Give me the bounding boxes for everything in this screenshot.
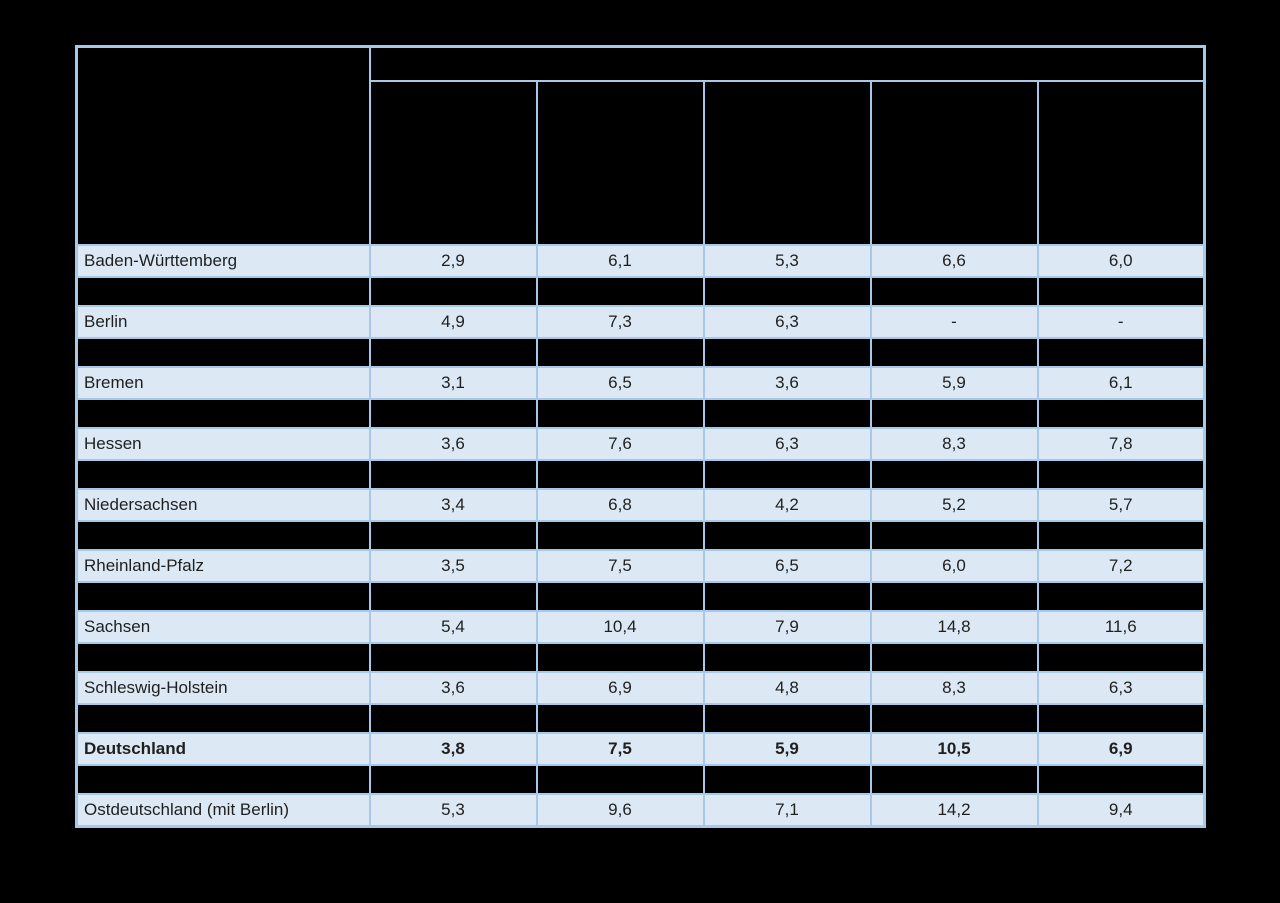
table-row-hessen: Hessen 3,6 7,6 6,3 8,3 7,8 xyxy=(75,427,1206,461)
value-cell: 14,8 xyxy=(869,610,1039,644)
table-row-niedersachsen: Niedersachsen 3,4 6,8 4,2 5,2 5,7 xyxy=(75,488,1206,522)
header-corner-cell xyxy=(75,45,371,246)
value-cell: 6,3 xyxy=(1036,671,1206,705)
value-cell: 3,1 xyxy=(368,366,538,400)
value-cell: 3,6 xyxy=(368,671,538,705)
row-label: Ostdeutschland (mit Berlin) xyxy=(75,793,371,828)
value-cell: 2,9 xyxy=(368,244,538,278)
value-cell: 7,5 xyxy=(535,549,705,583)
value-cell: 6,5 xyxy=(702,549,872,583)
value-cell: 7,6 xyxy=(535,427,705,461)
value-cell: 6,1 xyxy=(535,244,705,278)
value-cell: 3,6 xyxy=(702,366,872,400)
value-cell: 6,9 xyxy=(1036,732,1206,766)
separator-row xyxy=(75,337,1206,368)
value-cell: 4,2 xyxy=(702,488,872,522)
row-label: Berlin xyxy=(75,305,371,339)
row-label: Baden-Württemberg xyxy=(75,244,371,278)
value-cell: 3,6 xyxy=(368,427,538,461)
value-cell: 8,3 xyxy=(869,427,1039,461)
table-row-rheinland-pfalz: Rheinland-Pfalz 3,5 7,5 6,5 6,0 7,2 xyxy=(75,549,1206,583)
value-cell: 5,9 xyxy=(869,366,1039,400)
value-cell: 3,4 xyxy=(368,488,538,522)
value-cell: 7,8 xyxy=(1036,427,1206,461)
table-row-sachsen: Sachsen 5,4 10,4 7,9 14,8 11,6 xyxy=(75,610,1206,644)
value-cell: 7,1 xyxy=(702,793,872,828)
value-cell: 5,9 xyxy=(702,732,872,766)
row-label: Sachsen xyxy=(75,610,371,644)
separator-row xyxy=(75,459,1206,490)
value-cell: 6,5 xyxy=(535,366,705,400)
header-row-columns xyxy=(77,80,1206,246)
value-cell: 6,1 xyxy=(1036,366,1206,400)
row-label: Hessen xyxy=(75,427,371,461)
table-row-bremen: Bremen 3,1 6,5 3,6 5,9 6,1 xyxy=(75,366,1206,400)
value-cell: 5,4 xyxy=(368,610,538,644)
header-group-cell xyxy=(368,45,1206,82)
value-cell: 10,5 xyxy=(869,732,1039,766)
value-cell: 3,5 xyxy=(368,549,538,583)
column-header-cell xyxy=(535,80,705,246)
value-cell: 6,3 xyxy=(702,427,872,461)
value-cell: 8,3 xyxy=(869,671,1039,705)
separator-row xyxy=(75,276,1206,307)
data-table: Baden-Württemberg 2,9 6,1 5,3 6,6 6,0 Be… xyxy=(75,45,1206,828)
value-cell: 9,6 xyxy=(535,793,705,828)
value-cell: 14,2 xyxy=(869,793,1039,828)
value-cell: - xyxy=(869,305,1039,339)
value-cell: 11,6 xyxy=(1036,610,1206,644)
separator-row xyxy=(75,581,1206,612)
value-cell: 10,4 xyxy=(535,610,705,644)
column-header-cell xyxy=(869,80,1039,246)
value-cell: 4,9 xyxy=(368,305,538,339)
value-cell: 9,4 xyxy=(1036,793,1206,828)
column-header-cell xyxy=(368,80,538,246)
value-cell: 5,3 xyxy=(368,793,538,828)
value-cell: 5,3 xyxy=(702,244,872,278)
separator-row xyxy=(75,520,1206,551)
value-cell: 6,6 xyxy=(869,244,1039,278)
table-row-berlin: Berlin 4,9 7,3 6,3 - - xyxy=(75,305,1206,339)
table-row-ostdeutschland: Ostdeutschland (mit Berlin) 5,3 9,6 7,1 … xyxy=(75,793,1206,828)
value-cell: 7,2 xyxy=(1036,549,1206,583)
value-cell: 4,8 xyxy=(702,671,872,705)
separator-row xyxy=(75,398,1206,429)
column-header-cell xyxy=(702,80,872,246)
value-cell: 6,0 xyxy=(1036,244,1206,278)
table-row-schleswig-holstein: Schleswig-Holstein 3,6 6,9 4,8 8,3 6,3 xyxy=(75,671,1206,705)
value-cell: 5,2 xyxy=(869,488,1039,522)
value-cell: 7,9 xyxy=(702,610,872,644)
value-cell: 7,3 xyxy=(535,305,705,339)
value-cell: 6,0 xyxy=(869,549,1039,583)
value-cell: 6,3 xyxy=(702,305,872,339)
value-cell: 6,8 xyxy=(535,488,705,522)
header-row-group xyxy=(75,45,1206,246)
separator-row xyxy=(75,703,1206,734)
value-cell: 7,5 xyxy=(535,732,705,766)
value-cell: 6,9 xyxy=(535,671,705,705)
table-row-baden-wuerttemberg: Baden-Württemberg 2,9 6,1 5,3 6,6 6,0 xyxy=(75,244,1206,278)
table-row-deutschland: Deutschland 3,8 7,5 5,9 10,5 6,9 xyxy=(75,732,1206,766)
row-label: Deutschland xyxy=(75,732,371,766)
row-label: Schleswig-Holstein xyxy=(75,671,371,705)
separator-row xyxy=(75,642,1206,673)
row-label: Rheinland-Pfalz xyxy=(75,549,371,583)
column-header-cell xyxy=(1036,80,1206,246)
value-cell: 5,7 xyxy=(1036,488,1206,522)
row-label: Bremen xyxy=(75,366,371,400)
row-label: Niedersachsen xyxy=(75,488,371,522)
value-cell: - xyxy=(1036,305,1206,339)
separator-row xyxy=(75,764,1206,795)
value-cell: 3,8 xyxy=(368,732,538,766)
